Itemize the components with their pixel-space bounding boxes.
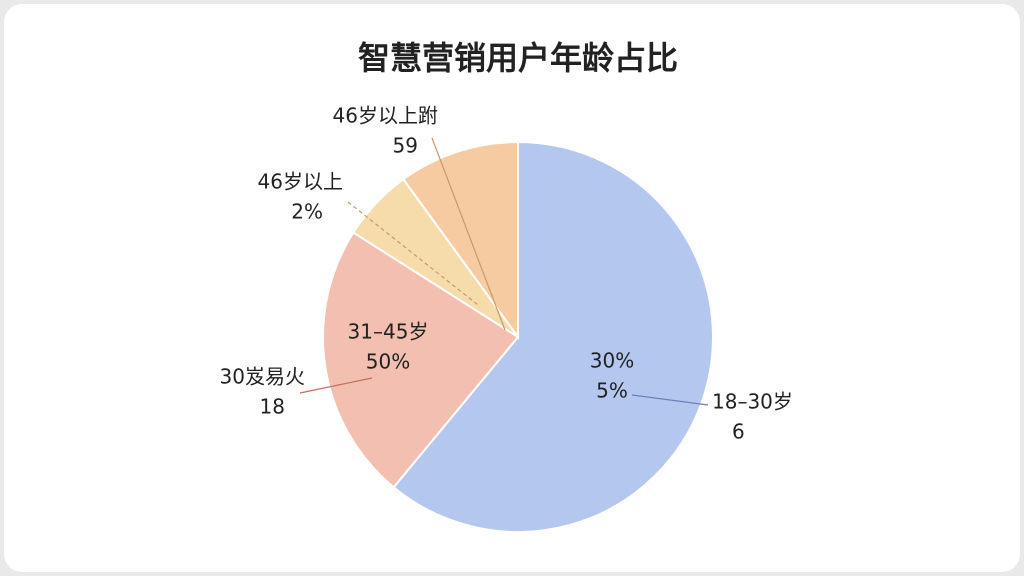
slice-label: 31–45岁	[348, 320, 429, 344]
slice-label: 30%	[590, 349, 634, 373]
slice-label: 50%	[366, 350, 410, 374]
callout-label: 30岌易火	[220, 365, 305, 389]
callout-label: 46岁以上跗	[333, 104, 438, 128]
callout-label: 46岁以上	[258, 170, 343, 194]
leader-line	[299, 377, 373, 394]
callout-value: 6	[732, 420, 745, 444]
leader-line	[631, 394, 709, 406]
callout-value: 2%	[291, 200, 323, 224]
pie-slice	[322, 231, 520, 489]
callout-label: 18–30岁	[712, 390, 793, 414]
leader-line	[431, 137, 506, 331]
chart-title: 智慧营销用户年龄占比	[358, 39, 678, 77]
slice-label: 5%	[596, 379, 628, 403]
callout-value: 59	[393, 134, 418, 158]
pie-slice	[392, 140, 714, 533]
callout-value: 18	[260, 395, 285, 419]
